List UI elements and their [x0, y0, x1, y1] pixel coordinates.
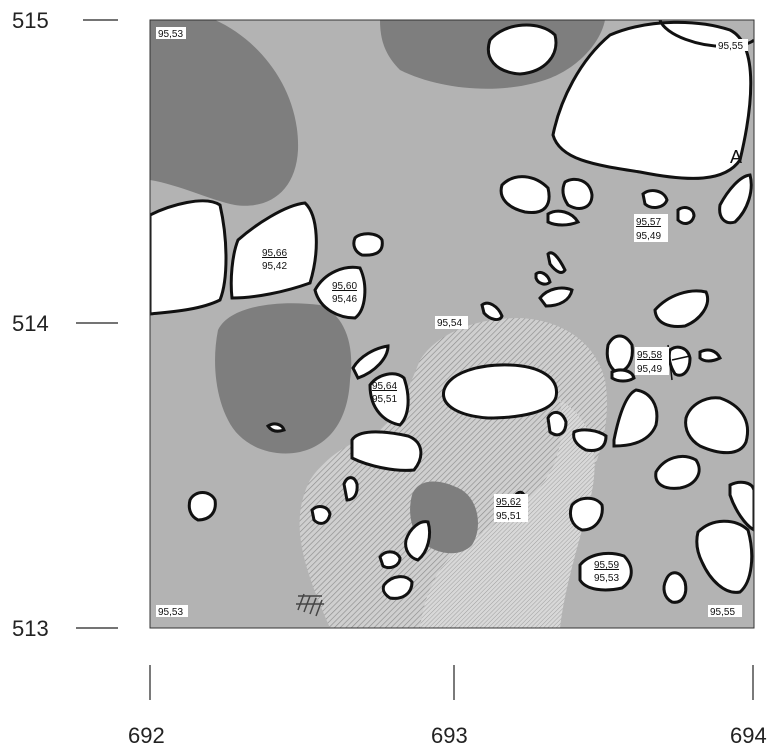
stones	[150, 20, 754, 604]
stone	[561, 177, 594, 210]
stone	[568, 496, 604, 532]
stone	[546, 209, 581, 227]
hash-marks	[296, 593, 324, 617]
elevation-bottom: 95,46	[332, 294, 357, 305]
crossing-line	[671, 355, 691, 361]
stone	[404, 520, 432, 562]
stone	[676, 206, 696, 225]
stone	[313, 265, 367, 320]
stone	[350, 430, 423, 472]
stone	[612, 388, 659, 448]
stone	[728, 480, 754, 532]
elevation-bottom: 95,51	[496, 511, 521, 522]
map-frame	[149, 19, 755, 629]
x-label-692: 692	[128, 723, 165, 748]
feature-label-a: A	[730, 147, 742, 167]
corner-elevations: 95,53 95,55 95,53 95,55	[156, 27, 748, 618]
corner-elevation-top-right: 95,55	[718, 41, 743, 52]
stone	[695, 519, 754, 594]
x-label-693: 693	[431, 723, 468, 748]
elevation-top: 95,58	[637, 350, 662, 361]
elevation-bottom: 95,53	[594, 573, 619, 584]
stone	[546, 251, 567, 274]
spot-elevation: 95,54	[437, 318, 462, 329]
stone	[684, 396, 749, 455]
elevation-pair: 95,64 95,51	[372, 381, 397, 405]
stone	[662, 571, 688, 604]
elevation-top: 95,66	[262, 248, 287, 259]
stone	[538, 286, 574, 308]
elevation-top: 95,62	[496, 497, 521, 508]
stone	[499, 175, 551, 215]
y-label-515: 515	[12, 8, 49, 33]
stone	[187, 491, 217, 522]
stone	[150, 199, 228, 316]
stone	[546, 411, 568, 437]
stone	[442, 363, 558, 420]
elevation-top: 95,64	[372, 381, 397, 392]
elevation-bottom: 95,51	[372, 394, 397, 405]
stone	[572, 428, 608, 452]
stone	[342, 476, 359, 502]
elevation-pair: 95,62 95,51	[494, 494, 528, 522]
stone	[667, 345, 692, 377]
elevation-pair: 95,57 95,49	[634, 214, 668, 242]
elevation-pair: 95,66 95,42	[262, 248, 287, 272]
stone	[605, 334, 634, 374]
stone	[368, 372, 410, 427]
elevation-top: 95,60	[332, 281, 357, 292]
stone	[265, 422, 286, 433]
corner-elevation-bottom-right: 95,55	[710, 607, 735, 618]
hatched-zone	[420, 400, 595, 628]
y-label-514: 514	[12, 311, 49, 336]
stone	[534, 270, 552, 286]
stone	[654, 455, 701, 490]
stone	[480, 301, 504, 322]
dark-zone	[215, 303, 352, 454]
map-area	[150, 20, 754, 628]
stone	[578, 551, 633, 592]
stone	[641, 189, 669, 209]
y-label-513: 513	[12, 616, 49, 641]
stone	[653, 289, 709, 328]
y-axis: 515 514 513	[12, 8, 118, 641]
stone	[551, 20, 753, 180]
elevation-top: 95,57	[636, 217, 661, 228]
stone	[718, 173, 753, 225]
stone	[352, 232, 384, 257]
stone	[698, 348, 723, 363]
elevation-bottom: 95,42	[262, 261, 287, 272]
corner-elevation-bottom-left: 95,53	[158, 607, 183, 618]
stone	[378, 550, 402, 570]
elevation-pair: 95,58 95,49	[635, 347, 669, 375]
elevation-top: 95,59	[594, 560, 619, 571]
stone	[487, 23, 558, 76]
x-axis: 692 693 694	[128, 665, 767, 748]
elevation-pair: 95,59 95,53	[594, 560, 619, 584]
elevation-bottom: 95,49	[636, 231, 661, 242]
stone	[351, 344, 390, 380]
x-label-694: 694	[730, 723, 767, 748]
dark-zone	[150, 20, 299, 206]
elevation-bottom: 95,49	[637, 364, 662, 375]
stone	[610, 368, 636, 383]
stone	[229, 201, 318, 300]
stone	[310, 505, 332, 525]
elevation-pair: 95,60 95,46	[332, 281, 357, 305]
stone	[381, 575, 414, 600]
corner-elevation-top-left: 95,53	[158, 29, 183, 40]
